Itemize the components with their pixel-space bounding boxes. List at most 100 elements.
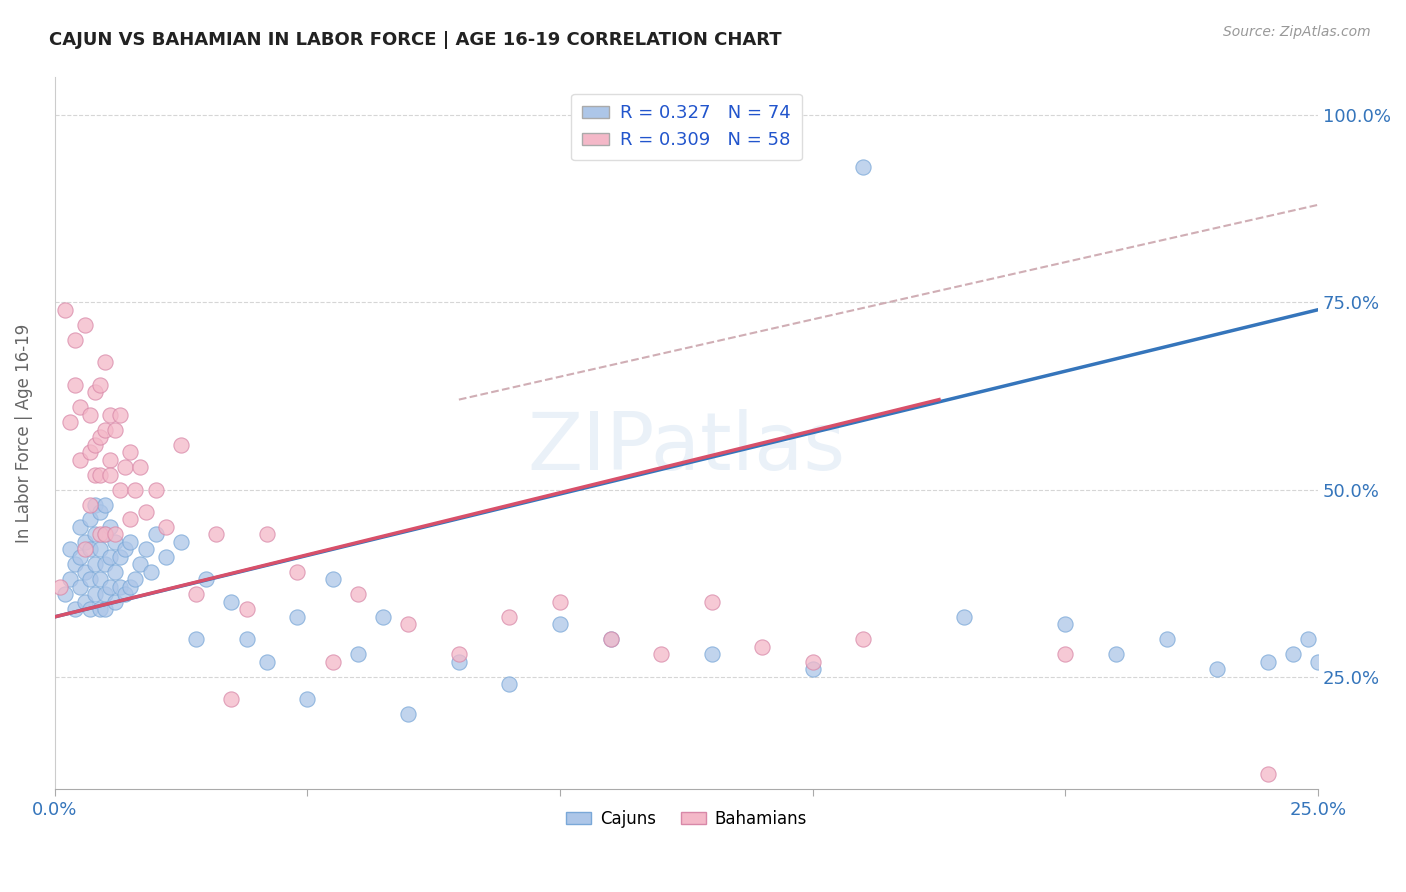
Point: [73, 318, 96, 332]
Point: [110, 580, 132, 594]
Point: [110, 408, 132, 422]
Point: [256, 527, 278, 541]
Point: [346, 648, 368, 662]
Point: [170, 437, 193, 451]
Point: [79, 498, 101, 512]
Point: [79, 542, 101, 557]
Point: [53, 302, 76, 317]
Point: [98, 520, 121, 534]
Point: [98, 580, 121, 594]
Point: [650, 648, 672, 662]
Point: [98, 549, 121, 564]
Point: [396, 617, 419, 632]
Point: [94, 355, 117, 369]
Point: [53, 587, 76, 601]
Point: [447, 648, 470, 662]
Point: [104, 595, 127, 609]
Point: [1206, 662, 1229, 676]
Point: [98, 408, 121, 422]
Point: [285, 565, 308, 579]
Point: [1282, 648, 1305, 662]
Point: [134, 542, 156, 557]
Point: [1308, 655, 1330, 669]
Point: [285, 610, 308, 624]
Point: [170, 535, 193, 549]
Point: [205, 527, 228, 541]
Point: [195, 573, 218, 587]
Point: [69, 452, 91, 467]
Point: [114, 587, 136, 601]
Point: [84, 558, 107, 572]
Point: [63, 333, 86, 347]
Text: Source: ZipAtlas.com: Source: ZipAtlas.com: [1223, 25, 1371, 39]
Legend: Cajuns, Bahamians: Cajuns, Bahamians: [560, 803, 813, 834]
Point: [73, 542, 96, 557]
Point: [94, 587, 117, 601]
Point: [89, 573, 111, 587]
Point: [84, 498, 107, 512]
Point: [94, 527, 117, 541]
Point: [145, 483, 167, 497]
Point: [84, 385, 107, 400]
Point: [73, 565, 96, 579]
Point: [548, 595, 571, 609]
Point: [84, 467, 107, 482]
Point: [104, 535, 127, 549]
Point: [79, 602, 101, 616]
Point: [84, 527, 107, 541]
Point: [1054, 648, 1077, 662]
Point: [322, 655, 344, 669]
Point: [1257, 767, 1279, 781]
Point: [235, 602, 257, 616]
Point: [94, 558, 117, 572]
Point: [852, 632, 875, 647]
Point: [120, 535, 142, 549]
Point: [498, 677, 520, 691]
Point: [89, 430, 111, 444]
Point: [1257, 655, 1279, 669]
Point: [69, 520, 91, 534]
Point: [98, 452, 121, 467]
Point: [371, 610, 394, 624]
Point: [89, 505, 111, 519]
Point: [447, 655, 470, 669]
Y-axis label: In Labor Force | Age 16-19: In Labor Force | Age 16-19: [15, 324, 32, 543]
Point: [73, 535, 96, 549]
Point: [114, 542, 136, 557]
Point: [94, 602, 117, 616]
Point: [69, 580, 91, 594]
Point: [63, 377, 86, 392]
Point: [1156, 632, 1178, 647]
Point: [94, 498, 117, 512]
Point: [59, 415, 82, 429]
Point: [297, 692, 319, 706]
Point: [184, 632, 207, 647]
Point: [69, 400, 91, 414]
Point: [134, 505, 156, 519]
Point: [89, 377, 111, 392]
Point: [79, 573, 101, 587]
Point: [79, 408, 101, 422]
Point: [235, 632, 257, 647]
Point: [63, 602, 86, 616]
Point: [73, 595, 96, 609]
Point: [63, 558, 86, 572]
Point: [110, 483, 132, 497]
Point: [104, 423, 127, 437]
Point: [120, 580, 142, 594]
Point: [322, 573, 344, 587]
Point: [84, 587, 107, 601]
Point: [155, 549, 177, 564]
Point: [599, 632, 621, 647]
Point: [89, 542, 111, 557]
Point: [221, 692, 243, 706]
Point: [94, 423, 117, 437]
Point: [184, 587, 207, 601]
Point: [155, 520, 177, 534]
Point: [104, 565, 127, 579]
Point: [1296, 632, 1319, 647]
Point: [221, 595, 243, 609]
Point: [114, 460, 136, 475]
Point: [548, 617, 571, 632]
Point: [48, 580, 70, 594]
